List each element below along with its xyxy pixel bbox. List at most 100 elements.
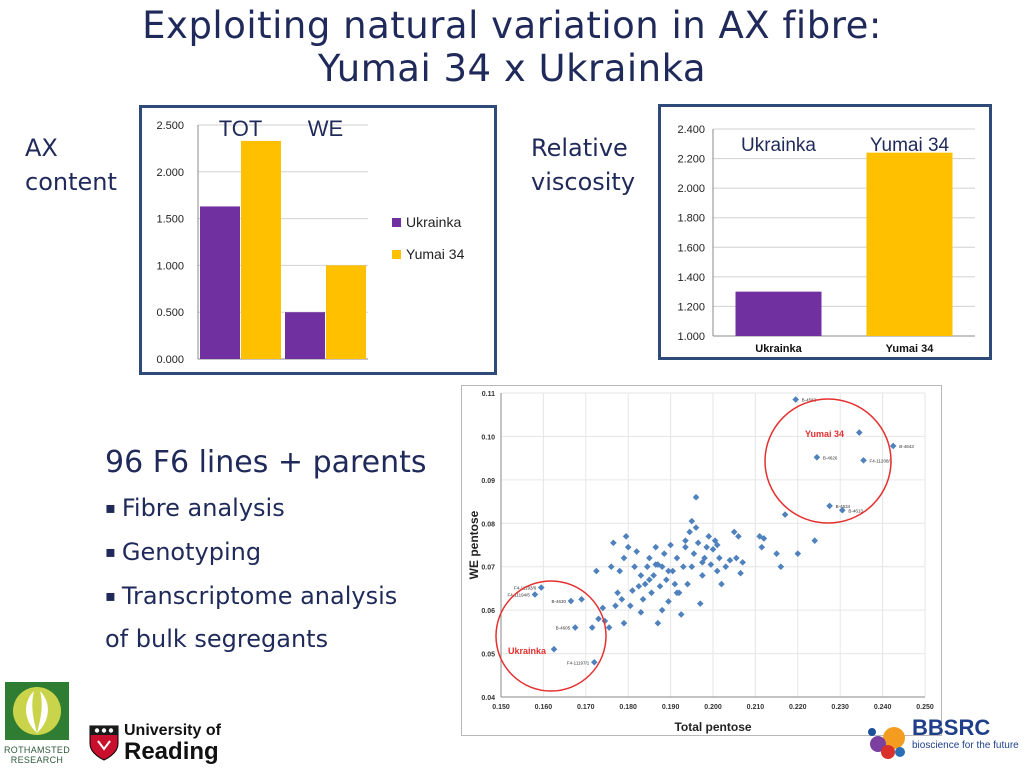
legend-swatch bbox=[392, 218, 401, 227]
x-tick-label: 0.150 bbox=[492, 704, 510, 711]
bar-yumai-34 bbox=[866, 152, 953, 336]
x-tick-label: 0.240 bbox=[874, 704, 892, 711]
scatter-point bbox=[631, 563, 638, 571]
y-tick-label: 1.800 bbox=[677, 213, 705, 225]
scatter-point bbox=[682, 537, 689, 544]
y-tick-label: 0.000 bbox=[156, 354, 184, 366]
scatter-point-labeled bbox=[826, 502, 833, 510]
scatter-point bbox=[578, 595, 585, 603]
scatter-point bbox=[658, 606, 666, 614]
scatter-point bbox=[709, 546, 717, 553]
scatter-point bbox=[656, 582, 664, 590]
point-label: B-4582 bbox=[802, 398, 817, 403]
scatter-point bbox=[760, 535, 768, 542]
x-tick-label: Ukrainka bbox=[755, 343, 802, 355]
y-tick-label: 0.07 bbox=[481, 565, 495, 572]
scatter-point bbox=[624, 543, 632, 551]
category-label-tot: TOT bbox=[219, 116, 263, 141]
bar-yumai-34-we bbox=[326, 265, 366, 359]
scatter-point bbox=[652, 543, 660, 551]
title-line-2: Yumai 34 x Ukrainka bbox=[317, 47, 707, 90]
scatter-point bbox=[703, 543, 710, 551]
bbsrc-emblem-icon bbox=[868, 727, 905, 759]
x-tick-label: 0.210 bbox=[747, 704, 765, 711]
scatter-point bbox=[688, 517, 696, 525]
scatter-point bbox=[737, 569, 744, 577]
bullet-item-3: ▪ Transcriptome analysis bbox=[105, 574, 427, 618]
scatter-point-labeled bbox=[860, 457, 867, 464]
scatter-point bbox=[688, 563, 696, 571]
slide-title: Exploiting natural variation in AX fibre… bbox=[0, 4, 1024, 90]
scatter-point bbox=[680, 563, 687, 571]
bullets-heading: 96 F6 lines + parents bbox=[105, 445, 427, 480]
bullet-text-2: Genotyping bbox=[121, 538, 262, 566]
top-label: Ukrainka bbox=[741, 135, 816, 156]
scatter-point bbox=[673, 554, 681, 562]
reading-logo: University of Reading bbox=[88, 722, 228, 766]
scatter-point bbox=[639, 595, 647, 603]
scatter-point bbox=[643, 563, 651, 571]
viscosity-chart-frame: 1.000 1.200 1.400 1.600 1.800 2.000 2.200 2.400… bbox=[658, 104, 992, 360]
point-label: B-4634 bbox=[836, 504, 851, 509]
bullet-marker: ▪ bbox=[105, 498, 116, 517]
x-tick-label: 0.180 bbox=[619, 704, 637, 711]
yumai-circle-label: Yumai 34 bbox=[805, 429, 844, 439]
bar-ukrainka bbox=[735, 291, 822, 336]
reading-crest-icon bbox=[89, 725, 119, 761]
scatter-point bbox=[550, 645, 558, 653]
y-tick-label: 1.000 bbox=[677, 331, 705, 343]
point-label: F4-11194/6 bbox=[508, 593, 531, 598]
visc-label-line-2: viscosity bbox=[531, 168, 636, 196]
y-tick-label: 2.400 bbox=[677, 124, 705, 136]
scatter-point bbox=[622, 533, 630, 540]
scatter-point bbox=[690, 550, 698, 557]
scatter-point bbox=[637, 609, 645, 616]
x-tick-label: Yumai 34 bbox=[886, 343, 935, 355]
scatter-point bbox=[677, 611, 685, 618]
point-label: B-4643 bbox=[899, 444, 914, 449]
scatter-point bbox=[733, 554, 740, 562]
scatter-point bbox=[660, 550, 668, 557]
rothamsted-logo: ROTHAMSTED RESEARCH bbox=[4, 681, 70, 765]
scatter-point bbox=[781, 511, 789, 518]
scatter-point bbox=[620, 619, 628, 627]
scatter-point bbox=[811, 537, 819, 544]
scatter-point bbox=[588, 624, 596, 631]
y-tick-label: 2.000 bbox=[677, 183, 705, 195]
bullet-item-2: ▪ Genotyping bbox=[105, 530, 427, 574]
y-tick-label: 0.04 bbox=[481, 695, 495, 702]
scatter-point bbox=[618, 595, 626, 603]
scatter-point bbox=[648, 589, 655, 597]
reading-text-1: University of bbox=[124, 722, 221, 739]
scatter-point-labeled bbox=[813, 453, 821, 461]
y-tick-label: 0.09 bbox=[481, 478, 495, 485]
ax-content-label: AX content bbox=[25, 131, 117, 199]
bullet-marker: ▪ bbox=[105, 542, 116, 561]
scatter-point bbox=[713, 567, 721, 575]
scatter-point bbox=[665, 567, 672, 575]
scatter-point bbox=[730, 528, 738, 536]
scatter-point bbox=[739, 559, 746, 566]
y-tick-label: 1.500 bbox=[156, 214, 184, 226]
bullet-text-1: Fibre analysis bbox=[121, 494, 285, 522]
scatter-point bbox=[705, 533, 713, 540]
x-tick-label: 0.250 bbox=[916, 704, 934, 711]
y-tick-label: 1.200 bbox=[677, 301, 705, 313]
scatter-point bbox=[758, 543, 766, 551]
scatter-point bbox=[686, 528, 693, 536]
scatter-point-labeled bbox=[889, 442, 897, 450]
ukrainka-circle-label: Ukrainka bbox=[508, 646, 547, 656]
scatter-point bbox=[595, 615, 602, 623]
legend-label: Ukrainka bbox=[406, 214, 461, 230]
point-label: F4-11208/1 bbox=[870, 458, 893, 463]
x-tick-label: 0.200 bbox=[704, 704, 722, 711]
scatter-point bbox=[593, 567, 600, 575]
scatter-point-labeled bbox=[531, 591, 539, 598]
scatter-point bbox=[692, 524, 700, 531]
y-tick-label: 1.600 bbox=[677, 242, 705, 254]
y-tick-label: 2.200 bbox=[677, 154, 705, 166]
scatter-point bbox=[605, 624, 613, 631]
scatter-point bbox=[735, 533, 742, 540]
ukrainka-circle bbox=[495, 580, 607, 692]
scatter-point bbox=[777, 563, 785, 571]
